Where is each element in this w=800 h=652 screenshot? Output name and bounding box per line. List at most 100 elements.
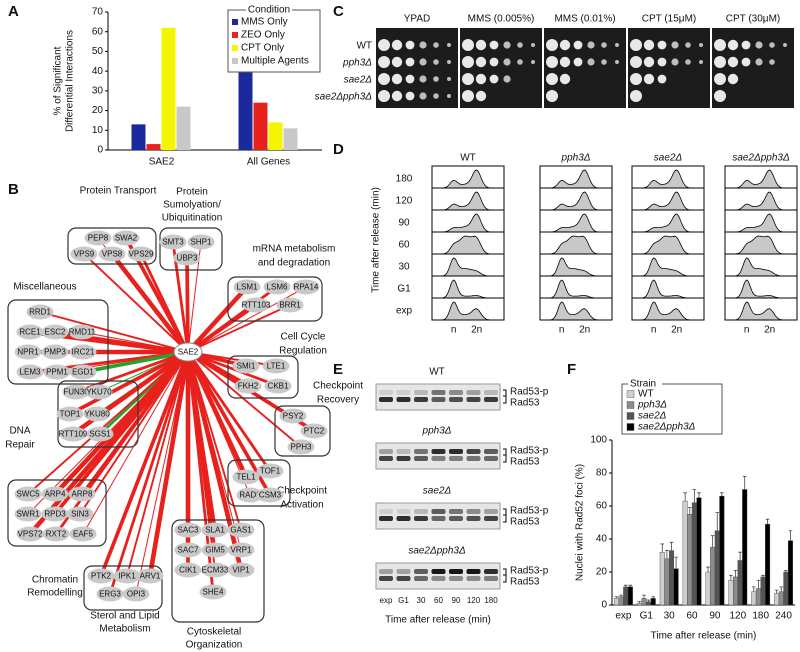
legend-swatch bbox=[232, 45, 238, 51]
bar bbox=[646, 601, 652, 606]
band-upper bbox=[431, 449, 446, 454]
gene-node bbox=[187, 234, 215, 250]
spot bbox=[714, 73, 726, 85]
gene-label: ARV1 bbox=[140, 572, 161, 581]
spot bbox=[475, 56, 487, 68]
y-axis-label: Nuclei with Rad52 foci (%) bbox=[575, 464, 586, 581]
band-lower bbox=[484, 516, 498, 521]
gene-node bbox=[83, 406, 111, 422]
x-label: 2n bbox=[579, 325, 590, 336]
spot bbox=[559, 73, 571, 85]
spot bbox=[447, 77, 451, 81]
x-tick-label: 90 bbox=[709, 611, 721, 622]
bar bbox=[737, 560, 743, 606]
band-lower bbox=[466, 456, 481, 461]
histogram-frame bbox=[724, 165, 798, 321]
x-tick-label: 30 bbox=[664, 611, 676, 622]
gene-node bbox=[56, 406, 84, 422]
legend-label: ZEO Only bbox=[241, 30, 285, 41]
band-upper bbox=[484, 390, 498, 395]
gene-node bbox=[236, 487, 264, 503]
error-bar bbox=[619, 594, 623, 597]
gene-node bbox=[174, 542, 202, 558]
spot bbox=[433, 59, 439, 65]
group-box bbox=[171, 519, 265, 623]
gene-label: RCE1 bbox=[19, 328, 41, 337]
gene-label: TEL1 bbox=[236, 473, 256, 482]
gene-node bbox=[68, 324, 96, 340]
blot-title: sae2Δ bbox=[423, 486, 452, 497]
spot bbox=[643, 73, 655, 85]
group-title: Sumolyation/ bbox=[163, 200, 221, 211]
legend-box bbox=[227, 9, 321, 73]
group-title: Activation bbox=[280, 500, 323, 511]
error-bar bbox=[628, 584, 633, 587]
band-upper bbox=[466, 569, 481, 574]
edge bbox=[186, 351, 272, 472]
gene-label: LEM3 bbox=[20, 368, 41, 377]
spot bbox=[462, 90, 474, 102]
bar bbox=[687, 514, 693, 606]
histogram bbox=[632, 301, 704, 321]
band-lower bbox=[466, 397, 481, 402]
spot bbox=[685, 59, 691, 65]
lane-label: 180 bbox=[484, 596, 498, 605]
edge bbox=[27, 351, 189, 495]
lane-label: 90 bbox=[452, 596, 461, 605]
histogram-frame bbox=[631, 165, 705, 321]
band-lower bbox=[396, 516, 411, 521]
bar bbox=[283, 128, 298, 150]
gene-node bbox=[14, 506, 42, 522]
gene-node bbox=[201, 522, 229, 538]
time-label: 60 bbox=[398, 240, 410, 251]
spot bbox=[419, 41, 427, 49]
group-title: DNA bbox=[9, 426, 30, 437]
row-label: WT bbox=[356, 41, 372, 52]
legend-label: MMS Only bbox=[241, 17, 288, 28]
edge bbox=[82, 350, 189, 374]
edge bbox=[81, 331, 189, 353]
spot bbox=[531, 43, 535, 47]
spot bbox=[391, 90, 403, 102]
edge bbox=[83, 253, 189, 353]
group-title: Checkpoint bbox=[277, 486, 327, 497]
band-label: Rad53 bbox=[510, 577, 540, 588]
histogram bbox=[632, 257, 704, 277]
band-lower bbox=[466, 516, 481, 521]
gene-label: SAC3 bbox=[178, 526, 199, 535]
histogram bbox=[432, 257, 504, 277]
group-title: Protein Transport bbox=[80, 186, 157, 197]
spot bbox=[727, 73, 739, 85]
group-box bbox=[7, 299, 109, 385]
spot bbox=[391, 73, 403, 85]
error-bar bbox=[697, 492, 701, 498]
band-lower bbox=[484, 456, 498, 461]
bar bbox=[673, 568, 679, 606]
gene-node bbox=[174, 562, 202, 578]
gene-node bbox=[14, 344, 42, 360]
error-bar bbox=[729, 574, 733, 581]
bar bbox=[253, 102, 268, 150]
bar bbox=[765, 523, 771, 606]
y-tick-label: 60 bbox=[92, 26, 104, 37]
y-axis-label: Time after release (min) bbox=[371, 187, 382, 293]
spot bbox=[419, 92, 427, 100]
column-header: YPAD bbox=[404, 14, 431, 25]
bar bbox=[618, 596, 624, 606]
spot bbox=[475, 39, 487, 51]
gene-node bbox=[16, 364, 44, 380]
gene-label: RTT109 bbox=[59, 430, 88, 439]
y-axis-label: Differential Interactions bbox=[65, 30, 76, 132]
spot bbox=[462, 39, 474, 51]
band-upper bbox=[449, 509, 463, 514]
gene-label: GAS1 bbox=[230, 526, 252, 535]
bar bbox=[664, 558, 670, 606]
lane-label: 60 bbox=[434, 596, 443, 605]
error-bar bbox=[742, 475, 747, 490]
gene-node bbox=[122, 586, 150, 602]
spot bbox=[546, 56, 558, 68]
gene-label: PPM1 bbox=[46, 368, 68, 377]
group-title: Recovery bbox=[317, 395, 359, 406]
group-title: Miscellaneous bbox=[13, 282, 76, 293]
error-bar bbox=[669, 541, 674, 551]
